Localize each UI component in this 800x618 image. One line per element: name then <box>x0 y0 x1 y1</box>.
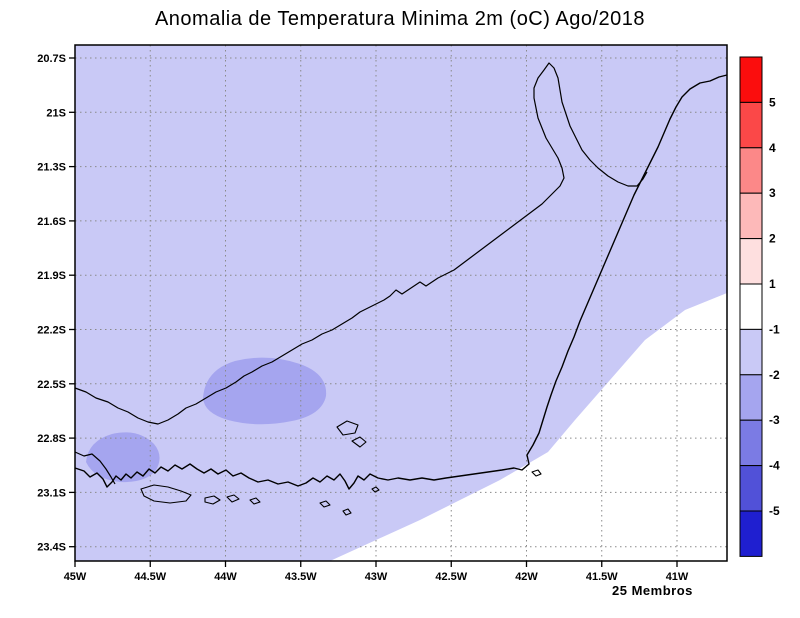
colorbar-label: 4 <box>769 141 776 155</box>
colorbar-label: -4 <box>769 459 780 473</box>
x-tick-label: 43.5W <box>285 571 317 583</box>
colorbar-segment <box>739 56 763 103</box>
y-tick-label: 20.7S <box>37 53 66 65</box>
x-tick-label: 43W <box>365 571 388 583</box>
anomaly-patch-southwest <box>86 432 160 483</box>
colorbar-segment <box>739 374 763 421</box>
colorbar-segment <box>739 147 763 194</box>
members-caption: 25 Membros <box>612 583 693 598</box>
x-tick-label: 44W <box>214 571 237 583</box>
x-tick-label: 45W <box>64 571 87 583</box>
colorbar-label: 5 <box>769 95 776 109</box>
colorbar-label: 2 <box>769 232 776 246</box>
x-tick-label: 44.5W <box>134 571 166 583</box>
y-tick-label: 23.4S <box>37 542 66 554</box>
y-tick-label: 21S <box>46 107 66 119</box>
colorbar-label: -3 <box>769 413 780 427</box>
colorbar-label: -5 <box>769 504 780 518</box>
islands-contour <box>140 420 542 516</box>
colorbar-label: 3 <box>769 186 776 200</box>
x-tick-label: 42.5W <box>435 571 467 583</box>
coastline-contour <box>74 74 728 490</box>
x-tick-label: 41W <box>666 571 689 583</box>
colorbar-segment <box>739 283 763 330</box>
state-border-southwest <box>74 451 116 485</box>
y-tick-label: 21.6S <box>37 216 66 228</box>
y-tick-label: 21.9S <box>37 270 66 282</box>
x-tick-label: 42W <box>515 571 538 583</box>
y-tick-label: 22.5S <box>37 379 66 391</box>
state-border-north <box>74 62 648 425</box>
plot-frame <box>74 44 728 562</box>
chart-title: Anomalia de Temperatura Minima 2m (oC) A… <box>154 8 646 30</box>
colorbar-segment <box>739 510 763 557</box>
y-tick-label: 22.8S <box>37 433 66 445</box>
colorbar-segment <box>739 465 763 512</box>
colorbar-segment <box>739 419 763 467</box>
colorbar-segment <box>739 238 763 285</box>
anomaly-patch-central <box>203 357 327 425</box>
x-tick-label: 41.5W <box>586 571 618 583</box>
y-tick-label: 21.3S <box>37 162 66 174</box>
ocean-white-region <box>330 293 727 561</box>
colorbar-label: -1 <box>769 322 780 336</box>
colorbar-segment <box>739 328 763 376</box>
y-tick-label: 23.1S <box>37 487 66 499</box>
colorbar-segment <box>739 101 763 149</box>
colorbar-label: -2 <box>769 368 780 382</box>
colorbar-segment <box>739 192 763 240</box>
y-tick-label: 22.2S <box>37 325 66 337</box>
colorbar-label: 1 <box>769 277 776 291</box>
